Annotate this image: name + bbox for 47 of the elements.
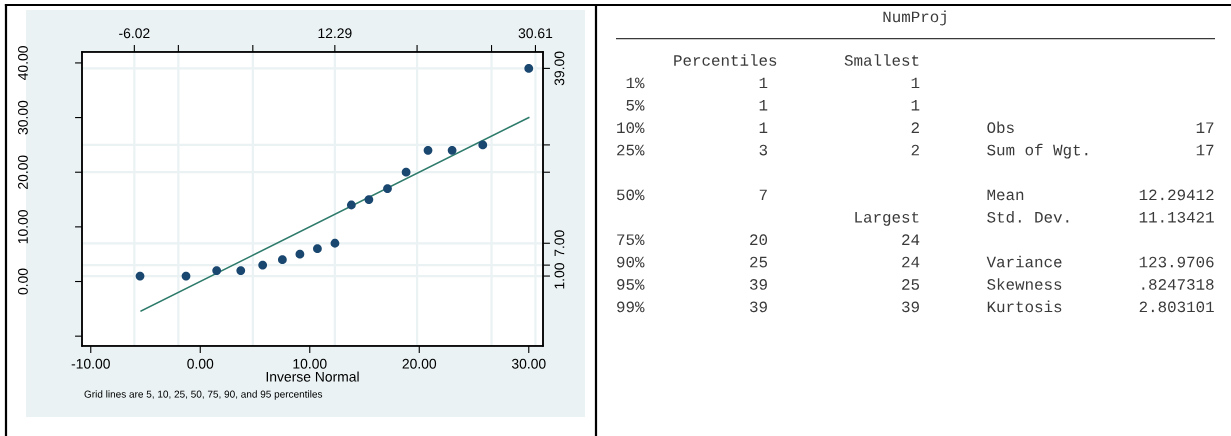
point <box>346 200 356 210</box>
text: 75% 20 24 <box>617 234 920 246</box>
y-tick-label: 20.00 <box>18 155 28 189</box>
text: 10% 1 2 Obs 17 <box>617 121 1214 134</box>
point <box>478 140 488 150</box>
x-tick-label: -10.00 <box>71 358 110 369</box>
x-tick-label: 30.00 <box>511 358 546 369</box>
point <box>135 271 145 281</box>
y2-tick-label: 7.00 <box>554 230 565 257</box>
point <box>258 260 268 270</box>
y-tick-label: 10.00 <box>18 210 28 244</box>
x-tick-label: 10.00 <box>293 358 327 369</box>
y-tick-label: 40.00 <box>18 46 28 80</box>
text: Largest Std. Dev. 11.13421 <box>855 211 1214 226</box>
point <box>236 266 246 275</box>
x-tick-label: 0.00 <box>187 358 214 369</box>
point <box>364 195 374 204</box>
text: 1% 1 1 <box>626 77 920 89</box>
x-tick-label: 20.00 <box>402 358 437 369</box>
point <box>447 145 457 155</box>
y-tick-label: 0.00 <box>18 268 28 295</box>
point <box>383 184 392 194</box>
x2-tick-label: 30.61 <box>518 28 553 39</box>
text: NumProj <box>883 10 946 26</box>
point <box>278 255 287 265</box>
point <box>524 64 534 73</box>
text: 90% 25 24 Variance 123.9706 <box>617 255 1214 268</box>
y2-tick-label: 39.00 <box>554 51 565 86</box>
text: 50% 7 Mean 12.29412 <box>616 189 1214 201</box>
x2-tick-label: 12.29 <box>318 28 352 39</box>
point <box>423 145 433 155</box>
text: 25% 3 2 Sum of Wgt. 17 <box>617 143 1214 159</box>
text: 99% 39 39 Kurtosis 2.803101 <box>617 300 1214 313</box>
point <box>212 266 222 275</box>
x-axis-title: Inverse Normal <box>266 371 359 382</box>
point <box>330 238 340 248</box>
text: Percentiles Smallest <box>674 54 919 66</box>
text: 95% 39 25 Skewness .8247318 <box>617 278 1214 290</box>
y-tick-label: 30.00 <box>18 100 28 135</box>
x2-tick-label: -6.02 <box>119 28 150 39</box>
point <box>295 249 305 259</box>
text: Grid lines are 5, 10, 25, 50, 75, 90, and 95 percentiles <box>84 390 323 400</box>
point <box>401 167 411 177</box>
point <box>181 271 191 281</box>
point <box>313 244 322 254</box>
y2-tick-label: 1.00 <box>554 263 565 289</box>
text: 5% 1 1 <box>626 99 920 111</box>
